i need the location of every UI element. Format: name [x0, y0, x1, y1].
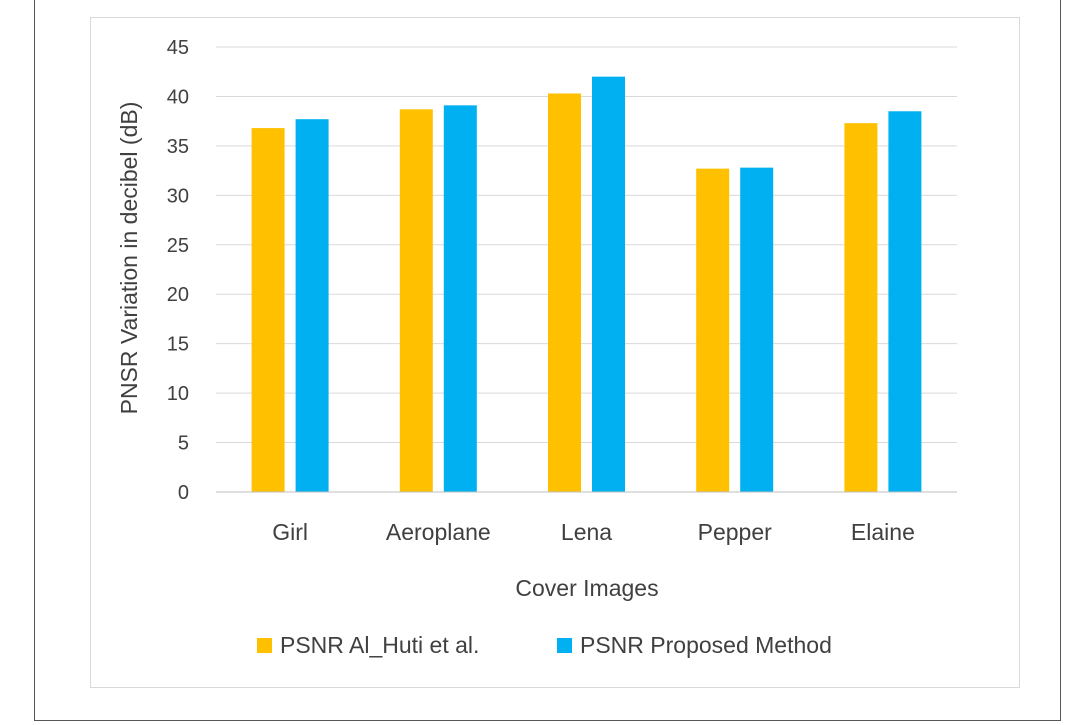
bars — [216, 76, 957, 493]
y-tick-label: 10 — [167, 383, 189, 405]
x-category-label: Lena — [561, 519, 612, 545]
y-tick-label: 15 — [167, 334, 189, 356]
x-category-label: Elaine — [851, 519, 915, 545]
legend-swatch-series-2 — [557, 638, 572, 653]
page-frame — [34, 0, 1061, 721]
y-tick-label: 30 — [167, 185, 189, 207]
x-category-label: Pepper — [698, 519, 773, 545]
bar-lena-series-2 — [592, 76, 625, 493]
bar-pepper-series-2 — [740, 167, 774, 492]
bar-lena-series-1 — [548, 93, 581, 492]
bar-pepper-series-1 — [696, 168, 730, 492]
y-axis-title: PNSR Variation in decibel (dB) — [116, 102, 142, 415]
bar-elaine-series-1 — [844, 123, 878, 493]
bar-aeroplane-series-1 — [399, 109, 433, 493]
x-axis-title: Cover Images — [515, 575, 658, 601]
y-tick-label: 0 — [178, 482, 189, 504]
x-category-label: Aeroplane — [386, 519, 491, 545]
bar-aeroplane-series-2 — [443, 105, 477, 492]
y-tick-labels: 0 5 10 15 20 25 30 35 40 45 — [167, 37, 189, 504]
y-tick-label: 25 — [167, 235, 189, 257]
legend-label-series-2: PSNR Proposed Method — [580, 632, 832, 658]
x-category-label: Girl — [272, 519, 308, 545]
y-tick-label: 20 — [167, 284, 189, 306]
y-tick-label: 45 — [167, 37, 189, 59]
y-tick-label: 40 — [167, 86, 189, 108]
bar-girl-series-2 — [295, 119, 329, 492]
legend-label-series-1: PSNR Al_Huti et al. — [280, 632, 479, 658]
bar-elaine-series-2 — [888, 111, 922, 493]
legend: PSNR Al_Huti et al. PSNR Proposed Method — [257, 632, 832, 658]
legend-swatch-series-1 — [257, 638, 272, 653]
bar-girl-series-1 — [251, 128, 285, 493]
y-tick-label: 5 — [178, 433, 189, 455]
y-tick-label: 35 — [167, 136, 189, 158]
category-labels: Girl Aeroplane Lena Pepper Elaine — [272, 519, 915, 545]
